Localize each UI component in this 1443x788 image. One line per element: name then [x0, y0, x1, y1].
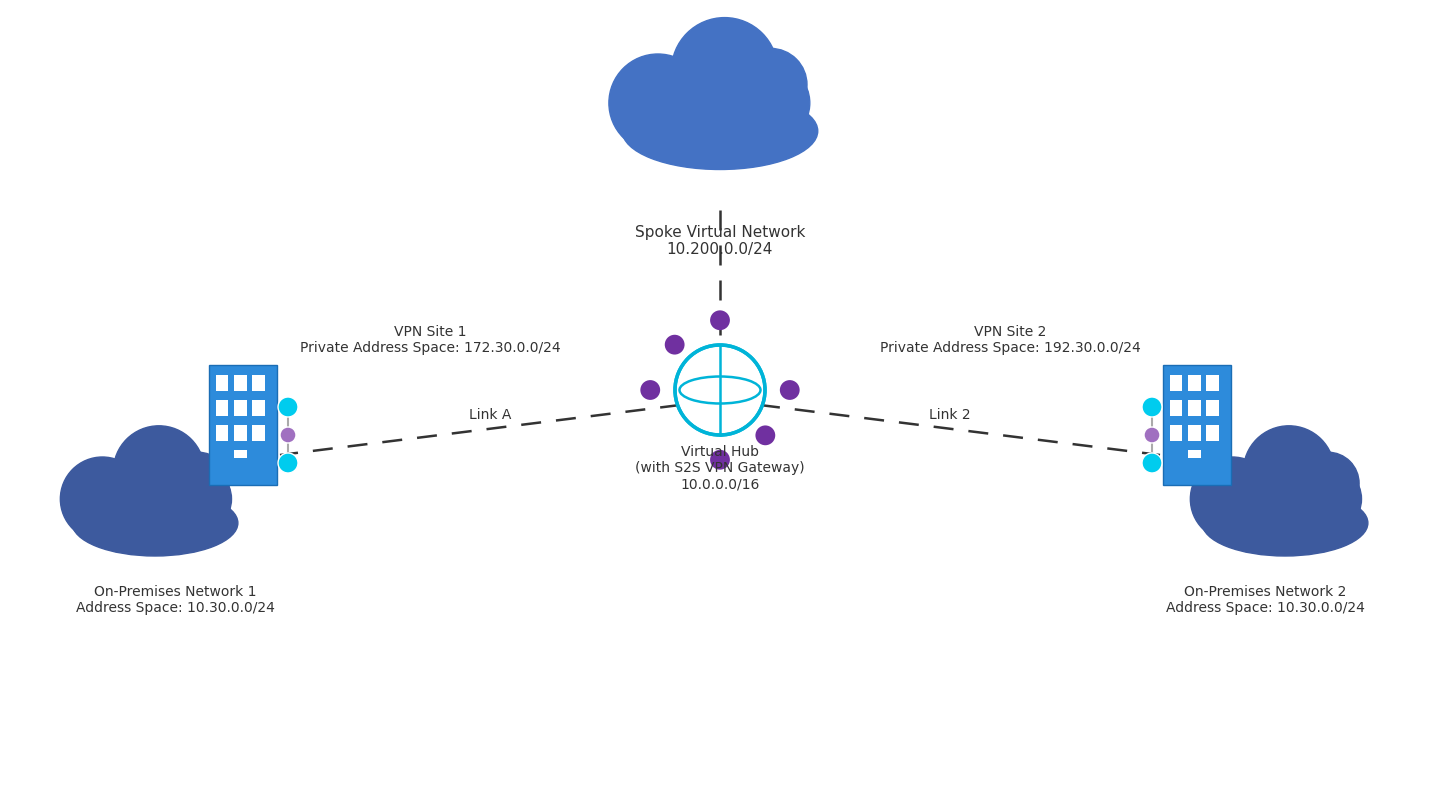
- FancyBboxPatch shape: [234, 450, 247, 459]
- Text: Spoke Virtual Network
10.200.0.0/24: Spoke Virtual Network 10.200.0.0/24: [635, 225, 805, 258]
- Circle shape: [1144, 427, 1160, 443]
- Circle shape: [609, 54, 707, 152]
- Circle shape: [1294, 466, 1362, 533]
- FancyBboxPatch shape: [1188, 374, 1201, 391]
- Circle shape: [756, 426, 775, 445]
- FancyBboxPatch shape: [1206, 425, 1219, 441]
- Text: On-Premises Network 1
Address Space: 10.30.0.0/24: On-Premises Network 1 Address Space: 10.…: [75, 585, 274, 615]
- FancyBboxPatch shape: [1170, 400, 1182, 416]
- Circle shape: [671, 17, 778, 124]
- Circle shape: [665, 335, 684, 355]
- Circle shape: [675, 345, 765, 435]
- Circle shape: [1141, 397, 1162, 417]
- FancyBboxPatch shape: [216, 374, 228, 391]
- Circle shape: [1297, 452, 1359, 515]
- FancyBboxPatch shape: [1188, 400, 1201, 416]
- Text: VPN Site 1
Private Address Space: 172.30.0.0/24: VPN Site 1 Private Address Space: 172.30…: [300, 325, 560, 355]
- Text: VPN Site 2
Private Address Space: 192.30.0.0/24: VPN Site 2 Private Address Space: 192.30…: [880, 325, 1140, 355]
- Circle shape: [1141, 453, 1162, 473]
- Circle shape: [61, 457, 144, 541]
- FancyBboxPatch shape: [1170, 425, 1182, 441]
- FancyBboxPatch shape: [234, 400, 247, 416]
- FancyBboxPatch shape: [234, 425, 247, 441]
- Text: Link 2: Link 2: [929, 408, 971, 422]
- Circle shape: [278, 397, 299, 417]
- FancyBboxPatch shape: [216, 400, 228, 416]
- Circle shape: [734, 48, 807, 121]
- Circle shape: [165, 466, 231, 533]
- FancyBboxPatch shape: [234, 374, 247, 391]
- FancyBboxPatch shape: [1206, 400, 1219, 416]
- Text: Link A: Link A: [469, 408, 511, 422]
- Circle shape: [278, 453, 299, 473]
- FancyBboxPatch shape: [253, 425, 264, 441]
- Circle shape: [167, 452, 229, 515]
- FancyBboxPatch shape: [209, 365, 277, 485]
- FancyBboxPatch shape: [1170, 374, 1182, 391]
- Circle shape: [114, 426, 205, 517]
- Circle shape: [280, 427, 296, 443]
- Circle shape: [1190, 457, 1274, 541]
- Circle shape: [779, 380, 799, 400]
- Text: On-Premises Network 2
Address Space: 10.30.0.0/24: On-Premises Network 2 Address Space: 10.…: [1166, 585, 1365, 615]
- Circle shape: [1244, 426, 1335, 517]
- FancyBboxPatch shape: [1188, 450, 1201, 459]
- Text: Virtual Hub
(with S2S VPN Gateway)
10.0.0.0/16: Virtual Hub (with S2S VPN Gateway) 10.0.…: [635, 445, 805, 492]
- FancyBboxPatch shape: [1163, 365, 1231, 485]
- FancyBboxPatch shape: [1206, 374, 1219, 391]
- Circle shape: [732, 64, 810, 142]
- Circle shape: [641, 380, 659, 400]
- Circle shape: [710, 450, 730, 470]
- FancyBboxPatch shape: [253, 400, 264, 416]
- Ellipse shape: [622, 92, 818, 169]
- FancyBboxPatch shape: [1188, 425, 1201, 441]
- Ellipse shape: [72, 490, 238, 556]
- Ellipse shape: [1202, 490, 1368, 556]
- Circle shape: [710, 310, 730, 330]
- FancyBboxPatch shape: [216, 425, 228, 441]
- FancyBboxPatch shape: [253, 374, 264, 391]
